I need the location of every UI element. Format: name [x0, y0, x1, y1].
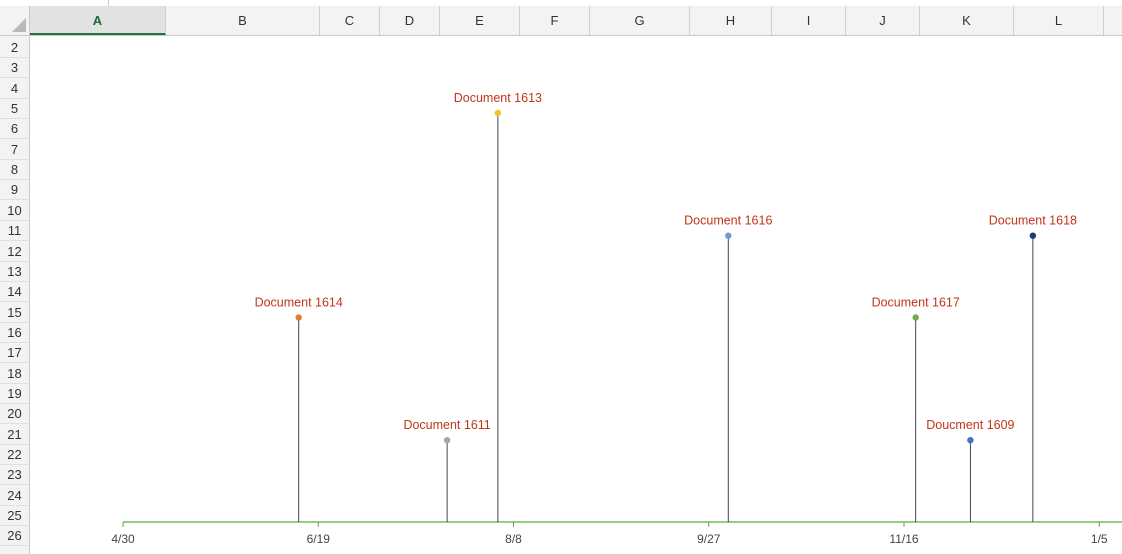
data-point[interactable] [912, 314, 919, 321]
row-header-8[interactable]: 8 [0, 160, 29, 181]
column-header-k[interactable]: K [920, 6, 1014, 35]
row-header-25[interactable]: 25 [0, 506, 29, 527]
data-label: Document 1618 [989, 214, 1077, 228]
data-point[interactable] [494, 109, 502, 117]
row-header-19[interactable]: 19 [0, 384, 29, 404]
x-tick-label: 6/19 [307, 532, 331, 546]
row-header-24[interactable]: 24 [0, 486, 29, 506]
row-header-3[interactable]: 3 [0, 58, 29, 79]
data-point[interactable] [967, 437, 974, 444]
row-header-9[interactable]: 9 [0, 180, 29, 201]
data-label: Document 1617 [872, 296, 960, 310]
row-header-2[interactable]: 2 [0, 38, 29, 58]
column-header-l[interactable]: L [1014, 6, 1104, 35]
chart-svg: 4/30 6/19 8/8 9/27 11/16 1/5 Document 1614 Docu… [111, 91, 1122, 546]
row-header-13[interactable]: 13 [0, 262, 29, 282]
row-header-10[interactable]: 10 [0, 201, 29, 221]
data-point[interactable] [295, 314, 302, 321]
row-header-26[interactable]: 26 [0, 526, 29, 547]
select-all-icon [12, 18, 26, 32]
x-tick-label: 1/5 [1091, 532, 1108, 546]
data-label: Doucment 1609 [926, 418, 1014, 432]
data-point[interactable] [725, 232, 732, 239]
row-header-21[interactable]: 21 [0, 425, 29, 445]
x-tick-label: 8/8 [505, 532, 522, 546]
row-header-14[interactable]: 14 [0, 282, 29, 303]
row-header-22[interactable]: 22 [0, 445, 29, 465]
data-label: Document 1614 [255, 296, 343, 310]
row-header-16[interactable]: 16 [0, 323, 29, 343]
x-tick-label: 11/16 [889, 532, 918, 546]
row-header-23[interactable]: 23 [0, 465, 29, 486]
select-all-button[interactable] [0, 6, 30, 35]
row-header-18[interactable]: 18 [0, 364, 29, 384]
x-tick-label: 4/30 [111, 532, 135, 546]
column-header-d[interactable]: D [380, 6, 440, 35]
row-header-5[interactable]: 5 [0, 99, 29, 120]
x-tick-label: 9/27 [697, 532, 721, 546]
column-header-f[interactable]: F [520, 6, 590, 35]
column-header-b[interactable]: B [166, 6, 320, 35]
data-label: Document 1613 [454, 91, 542, 105]
column-header-j[interactable]: J [846, 6, 920, 35]
data-label: Document 1611 [403, 418, 490, 432]
row-header-15[interactable]: 15 [0, 303, 29, 323]
data-label: Document 1616 [684, 214, 772, 228]
row-header-12[interactable]: 12 [0, 242, 29, 262]
data-point[interactable] [1029, 232, 1037, 239]
data-point[interactable] [443, 437, 451, 444]
timeline-chart[interactable]: 4/30 6/19 8/8 9/27 11/16 1/5 Document 1614 Docu… [31, 37, 1122, 554]
row-header-11[interactable]: 11 [0, 221, 29, 242]
column-header-a[interactable]: A [30, 6, 166, 35]
row-header-bar: 2 3 4 5 6 7 8 9 10 11 12 13 14 15 16 17 18 19 20 21 22 23 24 25… [0, 36, 30, 554]
row-header-17[interactable]: 17 [0, 343, 29, 364]
row-header-20[interactable]: 20 [0, 404, 29, 425]
row-header-7[interactable]: 7 [0, 140, 29, 160]
column-header-h[interactable]: H [690, 6, 772, 35]
column-header-i[interactable]: I [772, 6, 846, 35]
column-header-e[interactable]: E [440, 6, 520, 35]
column-header-c[interactable]: C [320, 6, 380, 35]
row-header-6[interactable]: 6 [0, 119, 29, 140]
column-header-g[interactable]: G [590, 6, 690, 35]
row-header-4[interactable]: 4 [0, 79, 29, 99]
